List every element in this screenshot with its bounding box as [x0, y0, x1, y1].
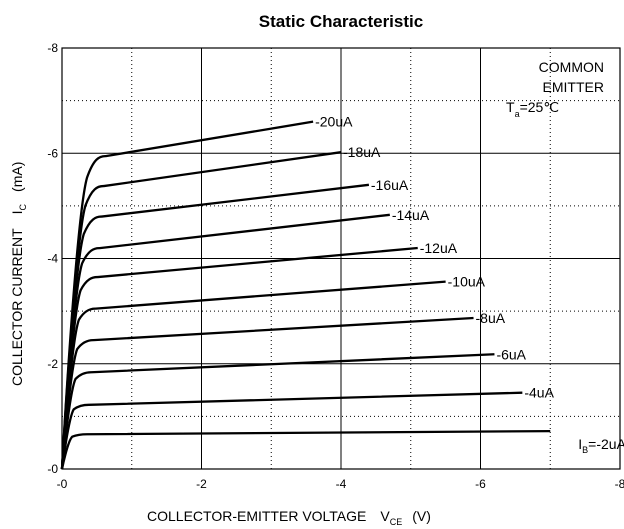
curve-label--10uA: -10uA [448, 274, 486, 290]
y-tick-label: -2 [47, 357, 58, 371]
curve-label--6uA: -6uA [496, 346, 526, 362]
curve-label--4uA: -4uA [524, 385, 554, 401]
y-tick-label: -6 [47, 146, 58, 160]
curve-ib--8uA [62, 318, 474, 469]
x-tick-label: -8 [615, 477, 624, 491]
curve-ib--6uA [62, 354, 494, 469]
note-common: COMMON [539, 59, 604, 75]
y-axis-label: COLLECTOR CURRENTIC(mA) [9, 162, 28, 386]
curve-label--16uA: -16uA [371, 177, 409, 193]
y-tick-label: -8 [47, 41, 58, 55]
x-tick-label: -4 [336, 477, 347, 491]
curve-label--12uA: -12uA [420, 240, 458, 256]
note-temperature: Ta=25℃ [506, 99, 559, 119]
curve-label--14uA: -14uA [392, 207, 430, 223]
data-curves [62, 122, 550, 469]
chart-title: Static Characteristic [259, 12, 423, 31]
x-tick-label: -2 [196, 477, 207, 491]
x-tick-label: -6 [475, 477, 486, 491]
note-emitter: EMITTER [543, 79, 604, 95]
curve-label--8uA: -8uA [476, 310, 506, 326]
curve-ib--12uA [62, 248, 418, 469]
curve-label--2uA: IB=-2uA [578, 436, 624, 455]
curve-label--18uA: -18uA [343, 144, 381, 160]
curve-ib--2uA [62, 431, 550, 469]
curve-labels: IB=-2uA -4uA -6uA -8uA -10uA -12uA -14uA -16uA -… [315, 114, 624, 455]
x-tick-label: -0 [57, 477, 68, 491]
common-emitter-note: COMMON EMITTER Ta=25℃ [506, 59, 604, 119]
y-tick-label: -4 [47, 252, 58, 266]
curve-ib--10uA [62, 282, 446, 469]
x-axis-label: COLLECTOR-EMITTER VOLTAGE VCE (V) [147, 508, 431, 527]
y-tick-label: -0 [47, 462, 58, 476]
curve-label--20uA: -20uA [315, 114, 353, 130]
